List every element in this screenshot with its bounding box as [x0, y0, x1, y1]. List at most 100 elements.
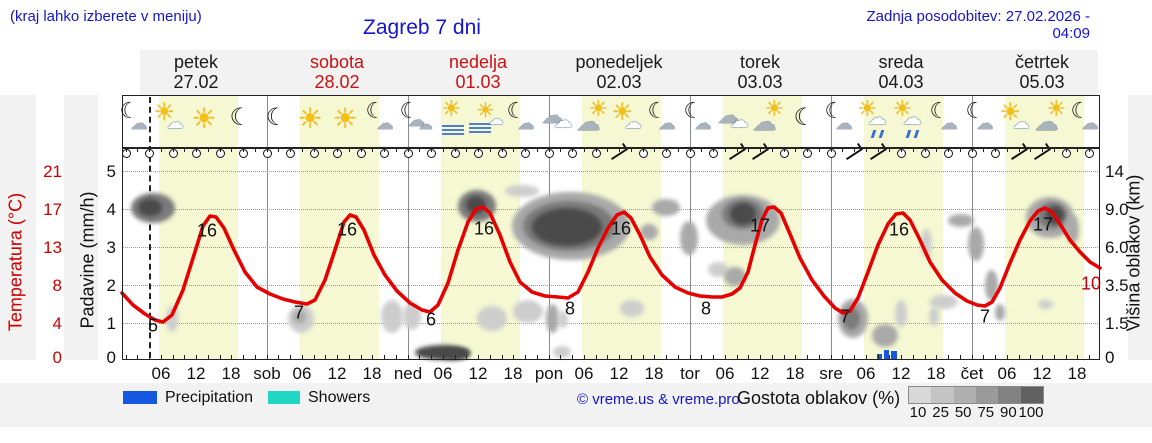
precipitation-label: Precipitation	[165, 389, 254, 406]
axis-minor-tick	[948, 355, 949, 360]
temp-point-label: 16	[473, 218, 495, 239]
temp-point-label: 10	[1080, 273, 1102, 294]
x-tick-label: 18	[1067, 364, 1087, 383]
axis-minor-tick	[818, 355, 820, 360]
axis-minor-tick	[478, 355, 479, 360]
cloud-icon: ☁	[752, 108, 777, 136]
axis-minor-tick	[1042, 148, 1043, 152]
axis-minor-tick	[736, 355, 738, 360]
cloud-height-tick: 3.5	[1105, 276, 1129, 295]
axis-minor-tick	[454, 355, 456, 360]
axis-minor-tick	[536, 148, 538, 152]
axis-minor-tick	[525, 355, 526, 360]
moon-icon: ☾	[1070, 99, 1091, 124]
moon-icon: ☾	[793, 103, 816, 131]
scale-segment	[975, 387, 999, 403]
axis-minor-tick	[865, 355, 867, 360]
axis-minor-tick	[842, 148, 844, 152]
temp-point-label: 16	[610, 218, 632, 239]
axis-minor-tick	[290, 148, 291, 152]
x-tick-label: 06	[997, 364, 1017, 383]
left-margin	[0, 95, 36, 360]
precip-bar	[877, 354, 882, 359]
axis-minor-tick	[701, 148, 703, 152]
weather-icon-moon: ☾	[786, 99, 824, 141]
axis-minor-tick	[1030, 148, 1032, 152]
fog-icon	[441, 125, 464, 135]
axis-minor-tick	[489, 355, 491, 360]
cloud-icon: ☁	[1081, 114, 1099, 134]
axis-minor-tick	[266, 148, 268, 152]
sun-icon: ☀	[857, 97, 878, 122]
day-date: 05.03	[1019, 72, 1065, 92]
axis-minor-tick	[654, 355, 656, 360]
axis-minor-tick	[231, 355, 233, 360]
icon-row-frame	[122, 95, 1100, 148]
axis-minor-tick	[513, 148, 515, 152]
axis-minor-tick	[818, 148, 820, 152]
weather-icon-moon-clouds: ☾ ☁ ☁	[399, 99, 437, 141]
day-date: 01.03	[455, 72, 501, 92]
axis-minor-tick	[666, 148, 667, 152]
axis-minor-tick	[724, 355, 726, 360]
axis-minor-tick	[301, 148, 303, 152]
axis-minor-tick	[912, 148, 914, 152]
axis-minor-tick	[795, 355, 797, 360]
axis-minor-tick	[748, 355, 750, 360]
axis-minor-tick	[1077, 148, 1079, 152]
axis-minor-tick	[948, 148, 949, 152]
weather-icon-fog-sun: ☀	[434, 99, 472, 141]
axis-minor-tick	[959, 148, 961, 152]
axis-minor-tick	[924, 148, 926, 152]
x-tick-label: 06	[574, 364, 594, 383]
weather-icon-moon-cloud: ☾ ☁	[363, 99, 401, 141]
axis-minor-tick	[466, 355, 468, 360]
temp-tick: 17	[43, 200, 62, 219]
axis-minor-tick	[489, 148, 491, 152]
axis-minor-tick	[266, 355, 268, 360]
scale-segment	[953, 387, 976, 403]
axis-minor-tick	[854, 355, 855, 360]
axis-minor-tick	[501, 355, 503, 360]
cloud-icon: ☁	[376, 114, 394, 134]
sun-icon: ☀	[441, 97, 462, 122]
axis-minor-tick	[619, 355, 620, 360]
axis-minor-tick	[548, 355, 550, 360]
axis-minor-tick	[172, 355, 174, 360]
temp-point-label: 6	[425, 309, 437, 330]
temp-point-label: 7	[839, 306, 851, 327]
axis-minor-tick	[1006, 355, 1008, 360]
axis-minor-tick	[666, 355, 667, 360]
temp-point-label: 17	[749, 215, 771, 236]
axis-minor-tick	[889, 355, 891, 360]
credit-link[interactable]: © vreme.us & vreme.pro	[577, 391, 740, 408]
axis-minor-tick	[830, 148, 832, 152]
axis-minor-tick	[771, 148, 773, 152]
axis-minor-tick	[384, 355, 385, 360]
axis-minor-tick	[254, 355, 256, 360]
weather-icon-moon-cloud: ☾ ☁	[504, 99, 542, 141]
x-tick-label: 06	[715, 364, 735, 383]
axis-minor-tick	[1018, 148, 1020, 152]
axis-minor-tick	[1053, 355, 1055, 360]
axis-minor-tick	[1042, 355, 1043, 360]
day-date: 27.02	[173, 72, 219, 92]
weather-icon-sun: ☀	[328, 99, 366, 141]
axis-minor-tick	[536, 355, 538, 360]
sun-icon: ☀	[1046, 97, 1067, 122]
cloud-icon: ☁	[576, 108, 601, 136]
moon-icon: ☾	[929, 99, 950, 124]
cloud-icon: ☁	[658, 114, 676, 134]
sun-icon: ☀	[892, 97, 913, 122]
sun-icon: ☀	[332, 102, 358, 135]
x-tick-label: 12	[327, 364, 347, 383]
axis-minor-tick	[1006, 148, 1008, 152]
weather-icon-moon-cloud: ☾ ☁	[117, 99, 155, 141]
precip-tick: 3	[106, 238, 116, 257]
x-tick-label: sre	[819, 364, 843, 383]
x-tick-label: tor	[680, 364, 700, 383]
scale-label: 100	[1018, 404, 1044, 421]
weather-icon-moon-cloud: ☾ ☁	[681, 99, 719, 141]
temp-point-label: 16	[336, 219, 358, 240]
